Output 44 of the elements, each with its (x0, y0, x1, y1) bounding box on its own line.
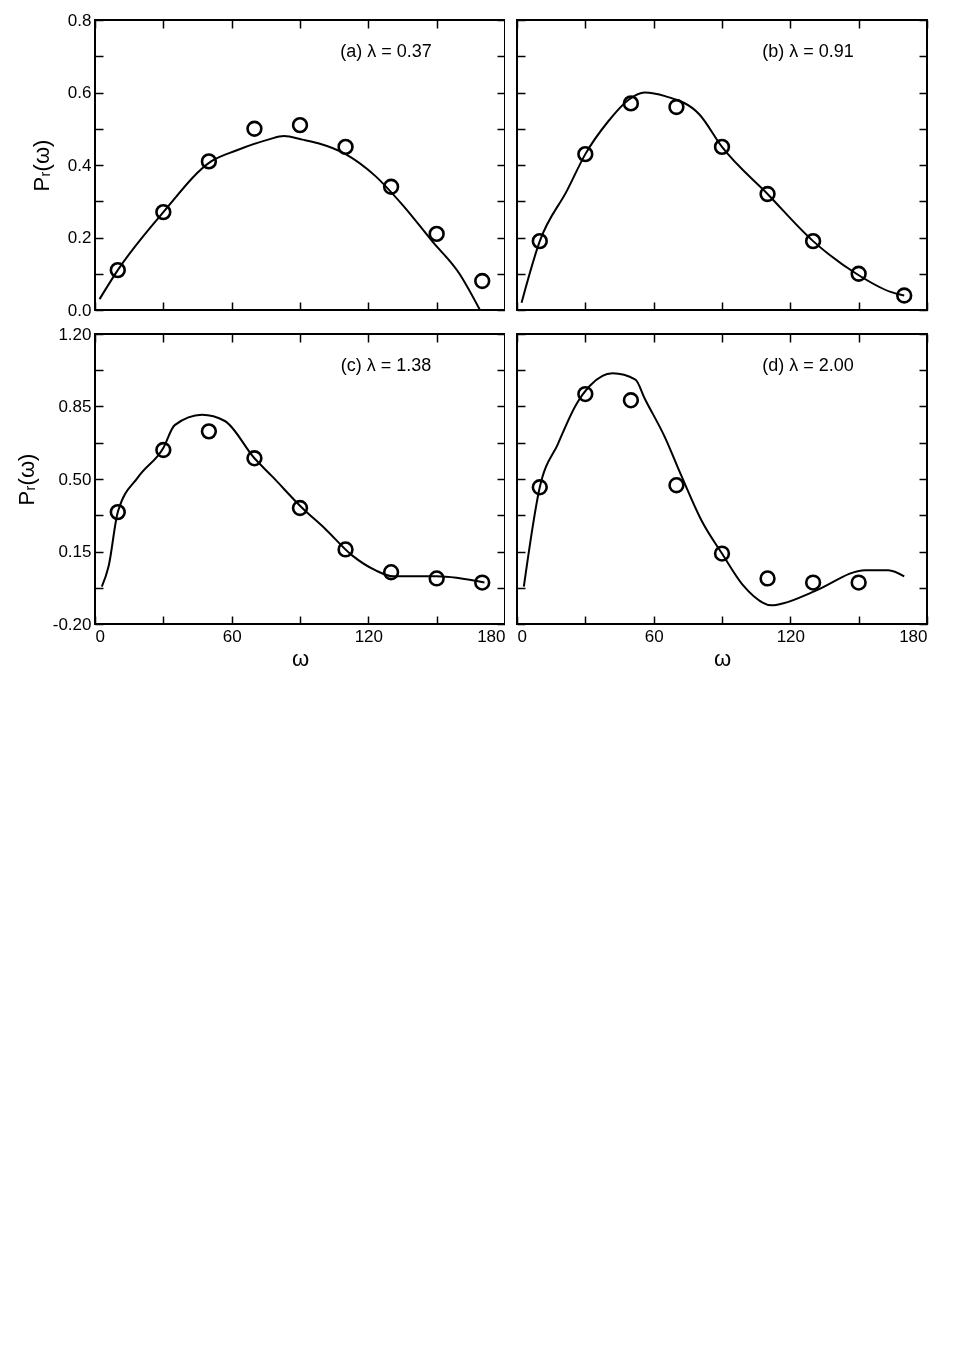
point (474, 272, 491, 290)
point (246, 120, 263, 137)
x-axis-title: ω (713, 645, 732, 671)
y-tick-label: 0.8 (67, 10, 92, 30)
x-tick-label: 0 (517, 626, 527, 646)
x-tick-label: 0 (95, 626, 105, 646)
x-tick-label: 120 (354, 626, 384, 646)
x-tick-label: 60 (222, 626, 242, 646)
point (531, 232, 548, 250)
y-tick-label: 0.50 (58, 469, 92, 489)
point (382, 178, 400, 195)
point (428, 225, 445, 243)
y-tick-label: 0.0 (67, 300, 92, 320)
point (577, 145, 594, 163)
annotation: (b) λ = 0.91 (762, 41, 854, 61)
annotation: (a) λ = 0.37 (340, 41, 432, 61)
y-tick-label: 0.2 (67, 228, 92, 247)
point (804, 232, 822, 250)
point (200, 153, 218, 170)
x-tick-label: 120 (776, 626, 806, 646)
point (713, 138, 731, 156)
x-tick-label: 180 (477, 626, 506, 646)
y-tick-label: 0.85 (58, 397, 92, 416)
point (622, 95, 640, 112)
x-axis-title: ω (291, 645, 310, 671)
point (850, 265, 867, 282)
y-axis-title: Pᵣ(ω) (28, 139, 54, 192)
point (109, 261, 126, 279)
y-tick-label: 1.20 (58, 324, 92, 344)
x-tick-label: 180 (899, 626, 928, 646)
y-tick-label: -0.20 (52, 614, 92, 634)
point (668, 98, 685, 116)
y-tick-label: 0.15 (58, 542, 92, 561)
point (155, 203, 172, 221)
y-axis-title: Pᵣ(ω) (13, 453, 39, 506)
point (291, 116, 309, 134)
y-tick-label: 0.6 (67, 83, 92, 102)
y-tick-label: 0.4 (67, 155, 92, 175)
point (896, 287, 913, 304)
annotation: (c) λ = 1.38 (340, 355, 432, 375)
point (759, 185, 776, 203)
annotation: (d) λ = 2.00 (762, 355, 854, 375)
point (337, 138, 354, 156)
x-tick-label: 60 (644, 626, 664, 646)
